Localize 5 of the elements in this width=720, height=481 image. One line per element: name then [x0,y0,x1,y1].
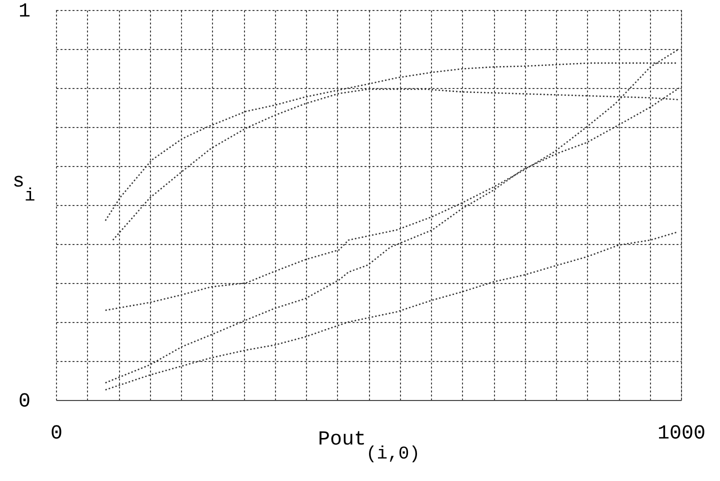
x-axis-title: Pout$_{(i,0)}$ [318,428,420,465]
y-tick-label: 1 [18,0,30,24]
line-series [104,232,678,391]
y-axis-title: s$_{i}$ [12,170,36,207]
x-tick-label: 1000 [657,422,706,446]
